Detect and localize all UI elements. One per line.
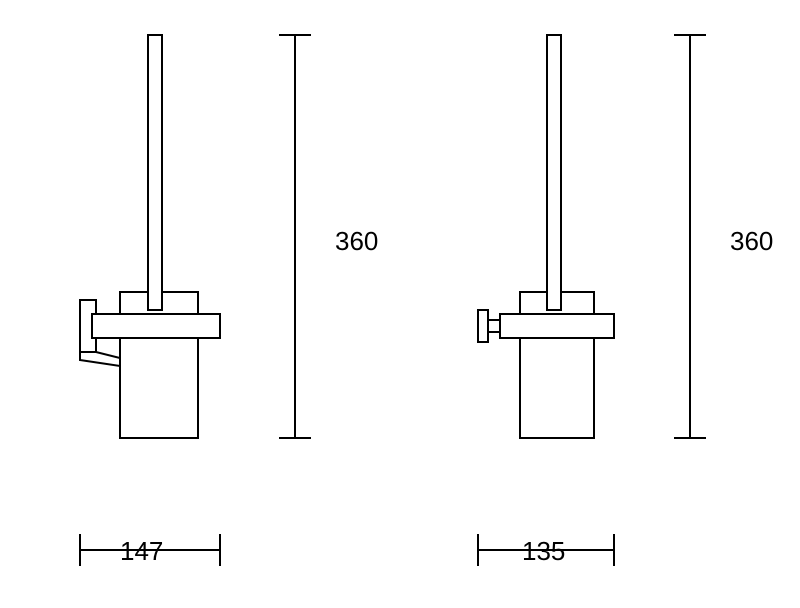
side-mount-cross — [478, 310, 488, 342]
front-dim-h-label: 147 — [120, 536, 163, 566]
side-holder-band — [500, 314, 614, 338]
front-holder-band — [92, 314, 220, 338]
side-dim-v-label: 360 — [730, 226, 773, 256]
side-cup — [520, 338, 594, 438]
side-mount-stub — [488, 320, 500, 332]
side-handle — [547, 35, 561, 310]
front-wall-arm — [80, 352, 120, 366]
side-dim-h-label: 135 — [522, 536, 565, 566]
front-handle — [148, 35, 162, 310]
front-cup — [120, 338, 198, 438]
front-dim-v-label: 360 — [335, 226, 378, 256]
